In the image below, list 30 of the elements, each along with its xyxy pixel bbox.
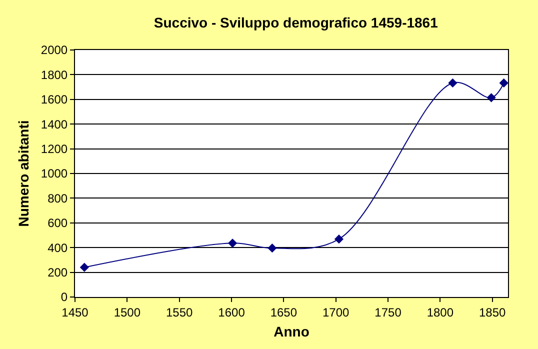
y-tick-label: 1200: [40, 142, 68, 156]
point: [334, 234, 344, 244]
point: [268, 244, 277, 253]
point: [499, 78, 508, 88]
x-tick-label: 1500: [114, 305, 141, 320]
y-tick-label: 200: [48, 266, 68, 280]
x-tick-label: 1550: [166, 305, 194, 320]
y-tick-label: 1600: [40, 92, 68, 107]
y-tick-label: 2000: [40, 43, 68, 58]
x-tick-label: 1450: [62, 305, 89, 320]
x-tick-label: 1750: [374, 305, 402, 320]
x-tick-label: 1700: [322, 305, 350, 320]
point: [228, 238, 238, 248]
y-tick-label: 1000: [40, 166, 68, 181]
y-tick-label: 800: [48, 191, 68, 206]
point: [80, 262, 89, 272]
point: [486, 93, 496, 102]
x-tick-label: 1800: [426, 305, 454, 320]
y-tick-label: 1800: [40, 68, 68, 82]
x-axis-title: Anno: [274, 324, 310, 340]
y-tick-label: 400: [48, 240, 68, 255]
x-tick-label: 1650: [270, 305, 298, 320]
chart-title: Succivo - Sviluppo demografico 1459-1861: [154, 14, 438, 30]
y-tick-label: 0: [60, 290, 68, 304]
y-axis-title: Numero abitanti: [15, 120, 32, 227]
x-tick-label: 1850: [479, 305, 506, 320]
point: [448, 78, 458, 88]
y-tick-label: 1400: [40, 117, 68, 132]
x-tick-label: 1600: [218, 305, 246, 320]
y-tick-label: 600: [48, 216, 68, 230]
